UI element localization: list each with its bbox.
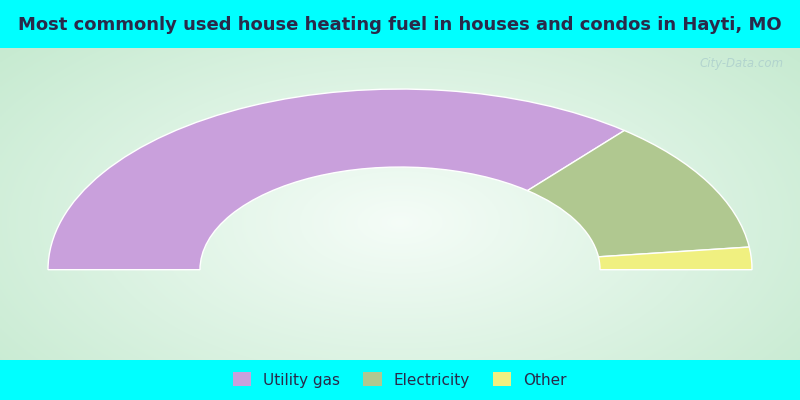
Legend: Utility gas, Electricity, Other: Utility gas, Electricity, Other xyxy=(233,372,567,388)
Wedge shape xyxy=(598,247,752,270)
Wedge shape xyxy=(48,89,624,270)
Text: City-Data.com: City-Data.com xyxy=(700,57,784,70)
Wedge shape xyxy=(527,130,750,257)
Text: Most commonly used house heating fuel in houses and condos in Hayti, MO: Most commonly used house heating fuel in… xyxy=(18,16,782,34)
